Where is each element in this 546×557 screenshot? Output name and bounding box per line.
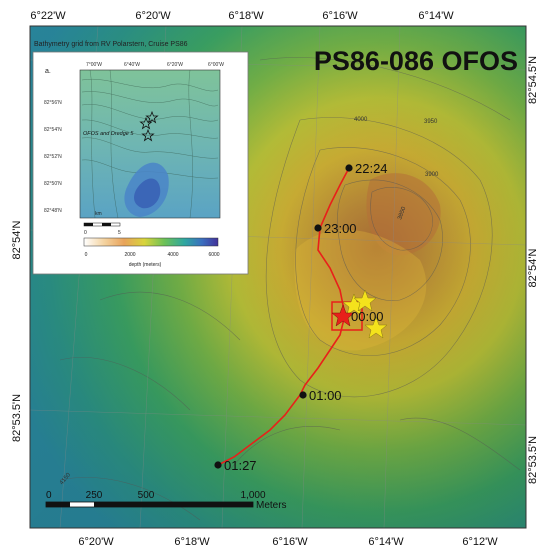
- lat-label: 82°54'N: [527, 248, 539, 287]
- inset-title: Bathymetry grid from RV Polarstern, Crui…: [34, 41, 188, 48]
- inset-lat-label: 82°52'N: [44, 154, 62, 160]
- lon-label: 6°22'W: [30, 10, 66, 22]
- top-lon-labels: 6°22'W 6°20'W 6°18'W 6°16'W 6°14'W: [30, 10, 454, 22]
- lat-label: 82°53.5'N: [11, 394, 23, 442]
- left-lat-labels: 82°54'N 82°53.5'N: [11, 220, 23, 442]
- lon-label: 6°14'W: [418, 10, 454, 22]
- lat-label: 82°54.5'N: [527, 56, 539, 104]
- lat-label: 82°53.5'N: [527, 436, 539, 484]
- time-label: 01:00: [309, 388, 342, 403]
- star-icon: [139, 116, 153, 130]
- lon-label: 6°12'W: [462, 536, 498, 548]
- inset-scale-tick: 5: [118, 230, 121, 236]
- red-star-icon: [331, 304, 355, 327]
- track-point: [299, 391, 307, 399]
- inset-lon-label: 7°00'W: [86, 62, 102, 68]
- bottom-lon-labels: 6°20'W 6°18'W 6°16'W 6°14'W 6°12'W: [78, 536, 498, 548]
- ofos-track-line: [217, 167, 350, 466]
- time-label: 22:24: [355, 161, 388, 176]
- lon-label: 6°20'W: [78, 536, 114, 548]
- track-point: [314, 224, 322, 232]
- inset-colorbar: [83, 237, 219, 247]
- time-label: 01:27: [224, 458, 257, 473]
- inset-scale-unit: km: [95, 211, 102, 217]
- map-title: PS86-086 OFOS: [314, 46, 518, 76]
- inset-lat-label: 82°50'N: [44, 181, 62, 187]
- station-stars: [331, 289, 388, 339]
- track-point: [214, 461, 222, 469]
- star-icon: [141, 128, 155, 142]
- yellow-star-icon: [353, 289, 377, 312]
- scale-tick-label: 0: [46, 490, 52, 501]
- colorbar-tick: 6000: [208, 252, 219, 258]
- time-label: 00:00: [351, 309, 384, 324]
- colorbar-tick: 2000: [124, 252, 135, 258]
- inset-lat-label: 82°56'N: [44, 100, 62, 106]
- star-icon: [145, 110, 159, 124]
- inset-site-stars: [139, 110, 159, 142]
- contour-label: 4000: [354, 117, 368, 123]
- right-lat-labels: 82°54.5'N 82°54'N 82°53.5'N: [527, 56, 539, 484]
- inset-lat-label: 82°48'N: [44, 208, 62, 214]
- scale-tick-label: 250: [86, 490, 103, 501]
- lat-label: 82°54'N: [11, 220, 23, 259]
- inset-map: Bathymetry grid from RV Polarstern, Crui…: [32, 41, 249, 275]
- contour-label: 3950: [424, 119, 438, 125]
- inset-site-label: OFOS and Dredge 5: [83, 131, 134, 137]
- yellow-star-icon: [364, 316, 388, 339]
- scale-unit: Meters: [256, 500, 287, 511]
- scale-tick-label: 500: [138, 490, 155, 501]
- lon-label: 6°18'W: [174, 536, 210, 548]
- inset-lon-label: 6°40'W: [124, 62, 140, 68]
- scale-tick-label: 1,000: [240, 490, 265, 501]
- contour-label: 3900: [425, 172, 439, 178]
- colorbar-label: depth (meters): [129, 262, 162, 268]
- contour-label: 3850: [397, 205, 407, 220]
- lon-label: 6°14'W: [368, 536, 404, 548]
- inset-panel-letter: a.: [45, 68, 51, 75]
- lon-label: 6°20'W: [135, 10, 171, 22]
- colorbar-tick: 0: [85, 252, 88, 258]
- inset-lon-label: 6°20'W: [167, 62, 183, 68]
- track-point: [345, 164, 353, 172]
- inset-lon-label: 6°00'W: [208, 62, 224, 68]
- time-markers: 22:24 23:00 00:00 01:00 01:27: [214, 161, 388, 473]
- inset-lat-label: 82°54'N: [44, 127, 62, 133]
- lon-label: 6°16'W: [272, 536, 308, 548]
- inset-scale-tick: 0: [84, 230, 87, 236]
- lon-label: 6°18'W: [228, 10, 264, 22]
- scale-bar: 0 250 500 1,000 Meters: [45, 490, 287, 511]
- colorbar-tick: 4000: [167, 252, 178, 258]
- lon-label: 6°16'W: [322, 10, 358, 22]
- time-label: 23:00: [324, 221, 357, 236]
